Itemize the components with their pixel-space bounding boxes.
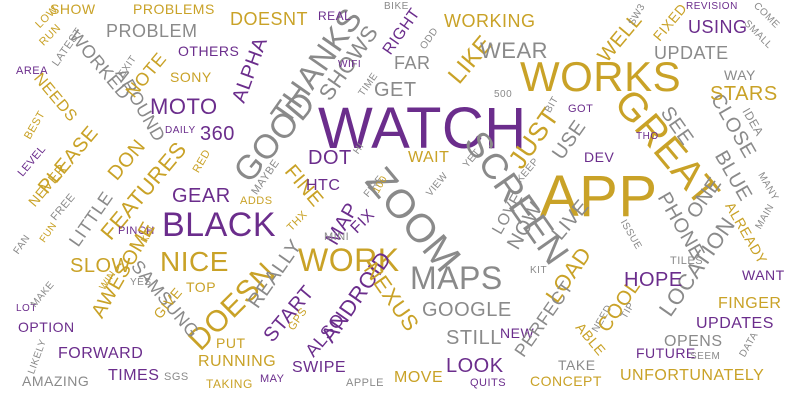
cloud-word: PROBLEMS [133, 1, 215, 17]
cloud-word: SLOW [70, 255, 131, 277]
cloud-word: WORK [298, 242, 400, 278]
cloud-word: DOESNT [230, 9, 309, 29]
cloud-word: SEEM [690, 351, 721, 362]
cloud-word: STARS [710, 83, 778, 105]
cloud-word: WORKS [520, 53, 682, 100]
cloud-word: THO [636, 131, 659, 142]
cloud-word: USING [688, 17, 748, 37]
cloud-word: OPTION [18, 319, 75, 335]
cloud-word: SGS [164, 371, 189, 383]
cloud-word: FIXED [649, 0, 691, 45]
cloud-word: WANT [742, 267, 785, 283]
cloud-word: RED [190, 147, 214, 175]
cloud-word: UNFORTUNATELY [620, 367, 765, 384]
cloud-word: PINCH [118, 225, 155, 237]
cloud-word: MAKE [28, 279, 57, 310]
cloud-word: MOVE [394, 369, 444, 386]
cloud-word: LOOK [446, 355, 504, 377]
cloud-word: 500 [494, 89, 513, 100]
cloud-word: TOP [186, 279, 217, 295]
cloud-word: THX [284, 208, 310, 234]
cloud-word: GET [374, 79, 417, 101]
cloud-word: BLACK [162, 206, 276, 244]
cloud-word: TIMES [108, 367, 160, 384]
cloud-word: FREE [48, 191, 78, 224]
cloud-word: TAKE [558, 357, 596, 373]
cloud-word: FAN [11, 232, 33, 257]
cloud-word: MANY [755, 170, 781, 203]
cloud-word: NICE [160, 246, 229, 277]
cloud-word: 360 [200, 123, 235, 145]
cloud-word: MAY [260, 373, 285, 385]
cloud-word: ODD [418, 25, 441, 52]
cloud-word: TAKING [206, 377, 253, 391]
cloud-word: DATA [737, 330, 761, 360]
cloud-word: CONCEPT [530, 373, 602, 389]
cloud-word: VIEW [424, 170, 451, 199]
cloud-word: ADDS [240, 195, 273, 207]
cloud-word: UPDATES [696, 315, 774, 332]
cloud-word: FUN [37, 220, 60, 245]
cloud-word: APPLE [346, 377, 384, 389]
cloud-word: FAR [394, 53, 431, 73]
cloud-word: BIKE [384, 1, 409, 12]
cloud-word: AMAZING [22, 373, 90, 389]
cloud-word: LOT [16, 303, 37, 314]
cloud-word: STILL [446, 327, 502, 349]
cloud-word: FORWARD [58, 345, 144, 362]
cloud-word: SWIPE [292, 359, 347, 376]
cloud-word: WORKING [444, 11, 536, 31]
cloud-word: MOTO [150, 94, 218, 119]
cloud-word: OPENS [664, 333, 723, 350]
cloud-word: GOT [568, 103, 594, 115]
cloud-word: HTC [306, 177, 341, 194]
cloud-word: AREA [16, 65, 48, 77]
cloud-word: YES [130, 277, 152, 288]
cloud-word: REAL [318, 9, 352, 23]
cloud-word: PROBLEM [106, 21, 198, 41]
cloud-word: GOOGLE [422, 299, 512, 321]
cloud-word: WATCH [318, 96, 527, 161]
cloud-word: WIFI [338, 59, 362, 70]
cloud-word: MINI [324, 231, 350, 243]
cloud-word: FUTURE [636, 345, 696, 361]
cloud-word: HOPE [624, 269, 683, 291]
cloud-word: QUITS [470, 377, 507, 389]
cloud-word: MAPS [410, 260, 503, 296]
cloud-word: OTHERS [178, 43, 240, 59]
cloud-word: WAIT [408, 149, 450, 166]
cloud-word: APP [540, 164, 658, 229]
cloud-word: TILES [670, 255, 704, 267]
cloud-word: NEW [500, 325, 535, 341]
cloud-word: MAIN [753, 202, 777, 232]
cloud-word: RUNNING [198, 353, 277, 370]
cloud-word: PUT [216, 335, 246, 351]
cloud-word: GEAR [172, 185, 231, 207]
cloud-word: SONY [170, 69, 212, 85]
cloud-word: WEAR [480, 38, 548, 63]
cloud-word: DEV [584, 149, 615, 165]
cloud-word: UPDATE [654, 43, 729, 63]
cloud-word: SHOW [50, 1, 96, 17]
cloud-word: RIGHT [379, 5, 424, 59]
cloud-word: LIKELY [26, 337, 49, 376]
cloud-word: DOT [308, 147, 352, 169]
cloud-word: DAILY [165, 125, 196, 136]
cloud-word: KIT [530, 265, 548, 276]
cloud-word: WAY [724, 67, 756, 83]
cloud-word: BEST [22, 108, 48, 142]
cloud-word: FINGER [718, 295, 782, 312]
cloud-word: REVISION [686, 1, 738, 12]
